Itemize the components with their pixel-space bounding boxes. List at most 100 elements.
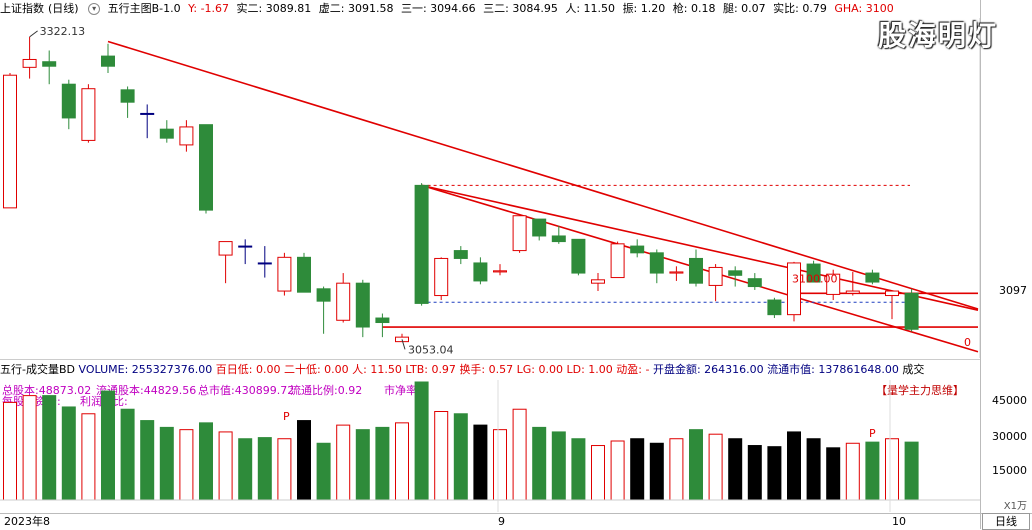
volume-bar [199, 422, 213, 501]
candle-body [179, 126, 194, 146]
volume-chart[interactable]: P P [0, 380, 980, 512]
candlestick-chart[interactable]: 3322.13 3053.04 3100.00 0 [0, 18, 980, 358]
date-axis: 2023年8 9 10 [0, 513, 1032, 530]
candle-body [512, 215, 527, 252]
candle-body [708, 266, 723, 286]
volume-bar [845, 442, 860, 501]
chengjiao-label: 成交 [902, 363, 925, 376]
period-label: (日线) [48, 2, 79, 15]
volume-bar [591, 445, 605, 501]
volume-bar [61, 406, 76, 501]
volume-bar [728, 438, 743, 501]
volume-unit: X1万 [1003, 501, 1027, 512]
candle-body [728, 270, 743, 276]
candle-body [610, 243, 625, 279]
brand-label: 【量学主力思维】 [876, 384, 964, 397]
volume-bar [120, 408, 135, 501]
volume-bar [551, 431, 566, 501]
price-tick: 3097 [999, 284, 1027, 297]
san-er-value: 三二: 3084.95 [483, 2, 558, 15]
y-value: Y: -1.67 [188, 2, 230, 15]
candle-body [277, 256, 292, 292]
candle-body [297, 256, 311, 293]
volume-bar [355, 429, 370, 501]
volume-bar [414, 381, 429, 501]
candle-body [316, 288, 331, 302]
volume-bar [395, 422, 409, 501]
volume-bar [375, 426, 390, 501]
ren-volume-value: 人: 11.50 [352, 363, 402, 376]
dropdown-icon[interactable]: ▾ [88, 3, 101, 15]
zong-guben: 总股本:48873.02 [2, 384, 92, 397]
dongying-value: 动盈: - [616, 363, 650, 376]
level-price-label: 3100.00 [792, 273, 838, 286]
candle-body [532, 218, 547, 237]
volume-bar [689, 429, 703, 501]
candle-body [787, 262, 801, 316]
shi-er-value: 实二: 3089.81 [236, 2, 312, 15]
candle-body [199, 124, 213, 211]
volume-bar [747, 445, 762, 501]
candle-body [630, 245, 645, 254]
candle-body [238, 245, 253, 248]
watermark-logo: 股海明灯 [878, 19, 999, 52]
volume-bar [649, 442, 664, 501]
volume-bar [532, 426, 547, 501]
panel-divider [0, 359, 980, 360]
indicator-info-bar: 上证指数 (日线) ▾ 五行主图B-1.0 Y: -1.67 实二: 3089.8… [0, 0, 1032, 18]
volume-bar [81, 413, 96, 501]
date-label-oct: 10 [892, 515, 906, 528]
indicator-name[interactable]: 五行主图B-1.0 [107, 2, 181, 15]
volume-bar [140, 420, 155, 501]
volume-bar [159, 426, 174, 501]
ld-value: LD: 1.00 [566, 363, 613, 376]
zhen-value: 振: 1.20 [622, 2, 666, 15]
volume-bar [179, 429, 194, 501]
candle-body [865, 272, 880, 283]
candle-body [140, 112, 155, 115]
volume-value: VOLUME: 255327376.00 [78, 363, 213, 376]
volume-bar [257, 437, 272, 501]
candle-body [101, 55, 115, 67]
volume-bar [571, 438, 586, 501]
volume-bar [238, 438, 253, 501]
bairi-low-value: 百日低: 0.00 [215, 363, 281, 376]
volume-bar [101, 390, 115, 501]
volume-bar [473, 424, 488, 501]
candle-body [453, 250, 468, 259]
candle-body [551, 235, 566, 243]
volume-bar [630, 438, 645, 501]
candle-body [689, 257, 703, 284]
candle-body [218, 241, 233, 256]
volume-bar [787, 431, 801, 501]
candle-body [845, 290, 860, 294]
candle-body [649, 252, 664, 274]
ershi-low-value: 二十低: 0.00 [283, 363, 349, 376]
date-label-aug: 2023年8 [4, 515, 50, 528]
price-axis: 3097 45000 30000 15000 X1万 [980, 0, 1032, 529]
date-label-sep: 9 [498, 515, 505, 528]
volume-indicator-name[interactable]: 五行-成交量BD [0, 363, 75, 376]
liutong-guben: 流通股本:44829.56 [96, 384, 197, 397]
candle-body [355, 282, 370, 328]
liutong-value: 流通市值: 137861648.00 [767, 363, 899, 376]
zong-shizhi: 总市值:430899.72 [198, 384, 295, 397]
volume-bar [42, 395, 57, 501]
volume-bar [610, 440, 625, 501]
index-name[interactable]: 上证指数 [0, 2, 44, 15]
volume-tick: 15000 [992, 464, 1027, 477]
tui-value: 腿: 0.07 [722, 2, 766, 15]
volume-bar [806, 438, 821, 501]
volume-bar [434, 411, 449, 501]
volume-bar [22, 395, 37, 501]
zero-label: 0 [964, 336, 971, 349]
volume-bar [336, 424, 351, 501]
volume-tick: 30000 [992, 430, 1027, 443]
volume-bar [904, 441, 919, 501]
tab-daily[interactable]: 日线 [982, 513, 1030, 530]
candle-body [669, 271, 684, 274]
volume-bar [297, 420, 311, 501]
volume-bar [453, 413, 468, 501]
trendline [107, 40, 979, 310]
candle-body [336, 282, 351, 321]
